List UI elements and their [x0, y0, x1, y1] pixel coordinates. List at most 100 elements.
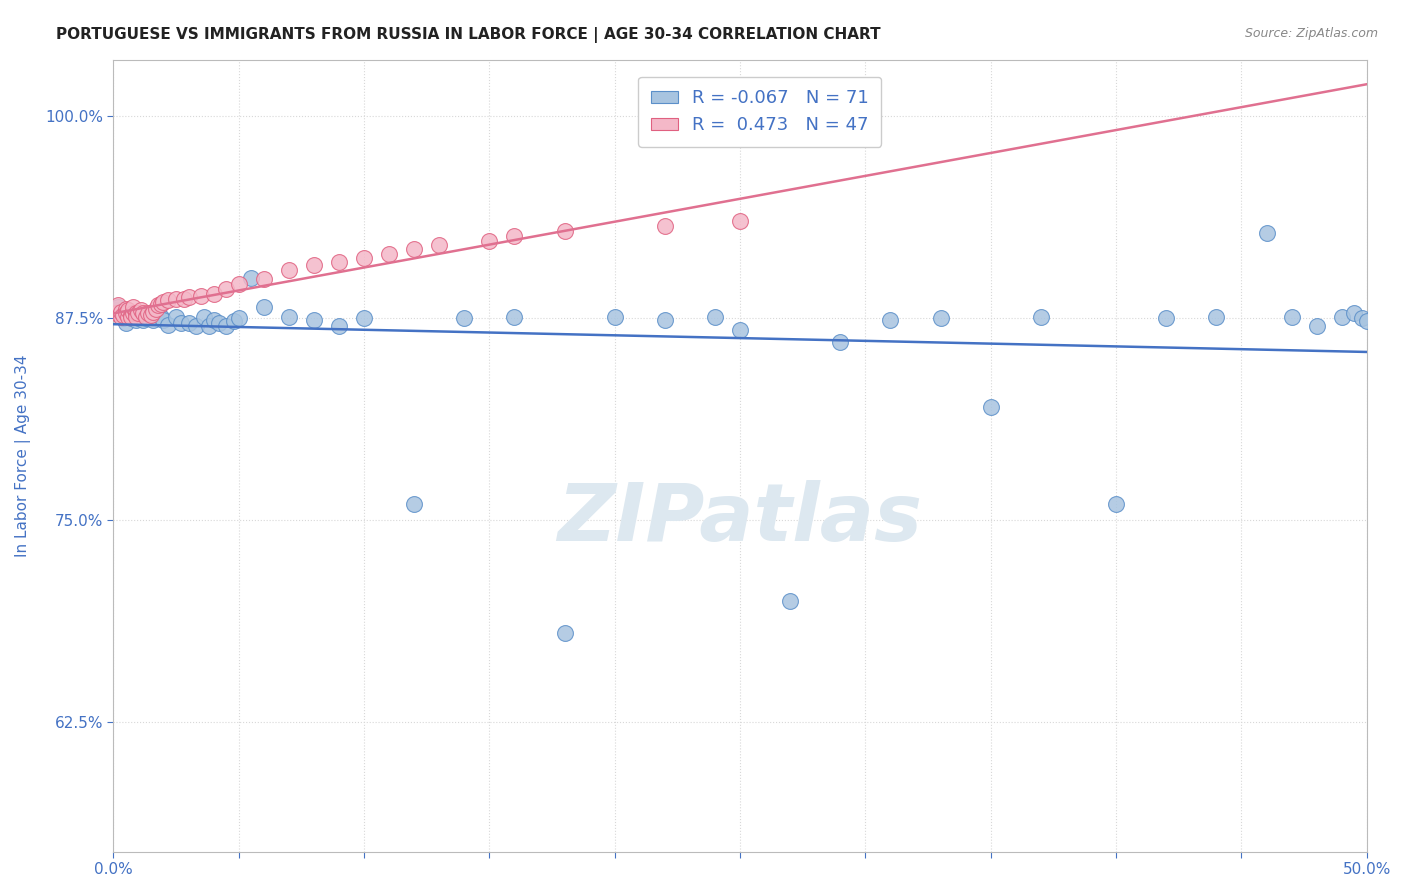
Point: [427, 238, 450, 252]
Point: [120, 310, 142, 324]
Point: [503, 228, 526, 243]
Point: [503, 310, 526, 324]
Point: [277, 262, 299, 277]
Point: [115, 306, 138, 320]
Point: [152, 313, 174, 327]
Point: [129, 303, 152, 318]
Point: [138, 310, 160, 324]
Point: [1256, 226, 1278, 240]
Point: [115, 301, 138, 316]
Text: Source: ZipAtlas.com: Source: ZipAtlas.com: [1244, 27, 1378, 40]
Text: PORTUGUESE VS IMMIGRANTS FROM RUSSIA IN LABOR FORCE | AGE 30-34 CORRELATION CHAR: PORTUGUESE VS IMMIGRANTS FROM RUSSIA IN …: [56, 27, 882, 43]
Point: [193, 310, 215, 324]
Point: [112, 304, 135, 318]
Point: [184, 319, 207, 334]
Point: [207, 316, 229, 330]
Point: [177, 316, 200, 330]
Point: [115, 316, 138, 330]
Point: [228, 277, 250, 292]
Point: [222, 314, 245, 328]
Point: [302, 313, 325, 327]
Point: [1205, 310, 1227, 324]
Point: [240, 270, 263, 285]
Point: [110, 306, 132, 320]
Point: [190, 288, 212, 302]
Point: [125, 306, 148, 320]
Point: [122, 300, 145, 314]
Point: [142, 304, 165, 318]
Point: [132, 313, 155, 327]
Point: [120, 311, 142, 326]
Point: [148, 303, 170, 318]
Point: [157, 318, 180, 332]
Point: [353, 252, 375, 266]
Point: [1355, 314, 1378, 328]
Point: [980, 400, 1002, 414]
Point: [107, 300, 129, 314]
Point: [177, 290, 200, 304]
Point: [112, 311, 135, 326]
Point: [1330, 310, 1353, 324]
Point: [127, 310, 149, 324]
Point: [165, 310, 187, 324]
Point: [142, 313, 165, 327]
Point: [145, 310, 167, 324]
Point: [253, 300, 276, 314]
Point: [157, 293, 180, 308]
Point: [110, 304, 132, 318]
Point: [139, 308, 162, 322]
Point: [302, 258, 325, 272]
Point: [277, 310, 299, 324]
Point: [110, 310, 132, 324]
Point: [120, 308, 142, 322]
Point: [202, 313, 225, 327]
Point: [129, 311, 152, 326]
Point: [152, 295, 174, 310]
Point: [132, 306, 155, 320]
Point: [654, 219, 676, 233]
Point: [404, 497, 426, 511]
Y-axis label: In Labor Force | Age 30-34: In Labor Force | Age 30-34: [15, 354, 31, 557]
Point: [453, 311, 475, 326]
Point: [1343, 306, 1365, 320]
Point: [1029, 310, 1052, 324]
Point: [879, 313, 901, 327]
Point: [1281, 310, 1303, 324]
Point: [115, 310, 138, 324]
Point: [104, 303, 127, 318]
Point: [127, 306, 149, 320]
Point: [728, 214, 751, 228]
Point: [125, 310, 148, 324]
Point: [138, 306, 160, 320]
Point: [115, 306, 138, 320]
Point: [328, 319, 350, 334]
Point: [117, 310, 139, 324]
Point: [104, 306, 127, 320]
Point: [378, 246, 401, 260]
Point: [110, 310, 132, 324]
Point: [1305, 319, 1327, 334]
Point: [122, 306, 145, 320]
Point: [328, 254, 350, 268]
Point: [554, 626, 576, 640]
Legend: R = -0.067   N = 71, R =  0.473   N = 47: R = -0.067 N = 71, R = 0.473 N = 47: [638, 77, 882, 147]
Point: [215, 319, 238, 334]
Point: [139, 308, 162, 322]
Point: [353, 311, 375, 326]
Point: [107, 298, 129, 312]
Point: [830, 335, 852, 350]
Point: [228, 311, 250, 326]
Point: [704, 310, 727, 324]
Point: [120, 306, 142, 320]
Point: [1351, 311, 1374, 326]
Point: [135, 311, 157, 326]
Point: [554, 224, 576, 238]
Point: [122, 310, 145, 324]
Point: [603, 310, 626, 324]
Point: [197, 319, 219, 334]
Point: [117, 308, 139, 322]
Point: [654, 313, 676, 327]
Point: [149, 310, 172, 324]
Point: [165, 292, 187, 306]
Point: [125, 313, 148, 327]
